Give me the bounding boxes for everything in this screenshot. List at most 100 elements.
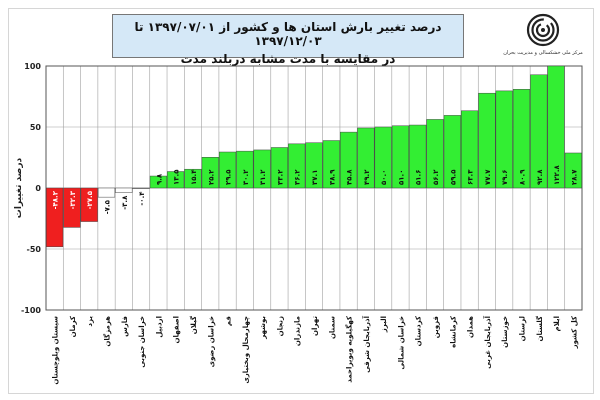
bar-value-label: ۵۰.۰ bbox=[380, 170, 388, 185]
x-category-label: ایلام bbox=[553, 316, 561, 331]
x-category-label: هرمزگان bbox=[103, 316, 112, 347]
x-category-label: آذربایجان غربی bbox=[483, 315, 492, 368]
bar-value-label: ۴۹.۲ bbox=[363, 169, 371, 185]
data-bar bbox=[63, 187, 81, 228]
data-bar bbox=[512, 89, 531, 189]
data-bar bbox=[149, 175, 167, 189]
bar-value-label: ۷۷.۷ bbox=[484, 169, 492, 185]
x-category-label: زنجان bbox=[276, 316, 284, 336]
x-category-label: خراسان رضوی bbox=[207, 316, 215, 367]
bar-value-label: -۳۲.۳ bbox=[69, 190, 77, 209]
bar-value-label: ۴۵.۸ bbox=[346, 169, 354, 185]
bar-value-label: ۳۳.۲ bbox=[276, 169, 284, 185]
x-category-label: یزد bbox=[86, 316, 94, 327]
x-category-label: گیلان bbox=[189, 315, 198, 334]
data-bar bbox=[236, 150, 254, 189]
bar-value-label: ۹.۸ bbox=[155, 173, 163, 185]
y-tick-label: 100 bbox=[24, 62, 41, 71]
bar-value-label: ۱۲۲.۸ bbox=[553, 165, 561, 185]
x-category-label: خراسان شمالی bbox=[397, 316, 405, 370]
x-category-label: فارس bbox=[121, 316, 129, 337]
data-bar bbox=[357, 127, 375, 189]
x-category-label: اردبیل bbox=[155, 316, 163, 338]
data-bar bbox=[305, 142, 323, 189]
y-tick-label: 50 bbox=[30, 123, 42, 132]
x-category-label: گلستان bbox=[535, 315, 544, 341]
bar-value-label: ۳۸.۹ bbox=[328, 169, 336, 185]
data-bar bbox=[253, 149, 271, 189]
bar-value-label: ۳۶.۲ bbox=[294, 169, 302, 185]
bar-value-label: -۴۸.۲ bbox=[52, 190, 60, 209]
data-bar bbox=[167, 171, 185, 189]
data-bar bbox=[97, 187, 116, 198]
x-category-label: مازندران bbox=[294, 316, 302, 346]
x-category-label: کل کشور bbox=[570, 315, 578, 349]
data-bar bbox=[547, 65, 565, 189]
bar-value-label: ۲۸.۷ bbox=[570, 169, 578, 185]
data-bar bbox=[218, 151, 237, 189]
chart-title: درصد تغییر بارش استان ها و کشور از ۱۳۹۷/… bbox=[134, 20, 442, 48]
data-bar bbox=[46, 187, 64, 248]
bar-value-label: ۳۱.۲ bbox=[259, 169, 267, 185]
x-category-label: قم bbox=[225, 316, 233, 326]
x-category-label: خوزستان bbox=[501, 316, 509, 348]
x-category-label: سمنان bbox=[328, 316, 336, 339]
x-category-label: آذربایجان شرقی bbox=[362, 315, 371, 372]
bar-value-label: -۲۷.۵ bbox=[86, 190, 94, 209]
bar-value-label: ۵۶.۲ bbox=[432, 169, 440, 185]
data-bar bbox=[80, 187, 98, 222]
data-bar bbox=[478, 92, 496, 189]
bar-value-label: -۰.۴ bbox=[138, 191, 146, 206]
y-tick-label: -100 bbox=[21, 306, 41, 315]
bar-value-label: ۹۲.۸ bbox=[536, 169, 544, 185]
data-bar bbox=[564, 152, 582, 189]
bar-value-label: ۳۷.۱ bbox=[311, 170, 319, 185]
y-axis-label: درصد تغییرات bbox=[14, 157, 24, 218]
x-category-label: کردستان bbox=[415, 315, 423, 346]
data-bar bbox=[115, 187, 133, 193]
x-category-label: البرز bbox=[380, 316, 388, 333]
data-bar bbox=[495, 90, 513, 189]
data-bar bbox=[426, 119, 444, 189]
bar-value-label: ۶۳.۳ bbox=[467, 169, 475, 185]
bar-value-label: ۱۳.۵ bbox=[173, 169, 181, 185]
bar-value-label: -۳.۸ bbox=[121, 195, 129, 210]
x-category-label: لرستان bbox=[518, 316, 526, 342]
x-category-label: بوشهر bbox=[259, 316, 267, 340]
y-tick-label: -50 bbox=[27, 245, 42, 254]
x-category-label: اصفهان bbox=[173, 316, 181, 343]
data-bar bbox=[461, 110, 479, 189]
x-category-label: چهارمحال وبختیاری bbox=[242, 316, 250, 384]
data-bar bbox=[201, 157, 219, 189]
chart-subtitle: در مقایسه با مدت مشابه دربلند مدت bbox=[180, 52, 396, 66]
chart-title-box: درصد تغییر بارش استان ها و کشور از ۱۳۹۷/… bbox=[112, 14, 464, 66]
bar-value-label: -۷.۵ bbox=[104, 199, 112, 214]
data-bar bbox=[443, 115, 461, 189]
x-category-label: کهگیلویه وبویراحمد bbox=[345, 315, 354, 383]
bar-value-label: ۵۱.۶ bbox=[415, 170, 423, 185]
bar-value-label: ۲۹.۵ bbox=[225, 169, 233, 185]
data-bar bbox=[374, 126, 392, 189]
data-bar bbox=[409, 124, 427, 189]
data-bar bbox=[391, 125, 410, 189]
data-bar bbox=[288, 143, 306, 189]
x-category-label: تهران bbox=[311, 316, 319, 336]
x-category-label: خراسان جنوبی bbox=[138, 316, 146, 368]
x-category-label: همدان bbox=[467, 316, 475, 338]
bar-value-label: ۲۵.۲ bbox=[207, 169, 215, 185]
spiral-logo-icon bbox=[526, 13, 560, 47]
bar-value-label: ۸۰.۹ bbox=[518, 169, 526, 185]
x-category-label: کرمان bbox=[69, 315, 77, 337]
bar-value-label: ۱۵.۴ bbox=[190, 169, 198, 185]
data-bar bbox=[184, 168, 202, 189]
x-category-label: کرمانشاه bbox=[449, 315, 457, 348]
bar-value-label: ۷۹.۶ bbox=[501, 170, 509, 185]
x-category-label: قزوین bbox=[432, 316, 440, 339]
y-tick-label: 0 bbox=[35, 184, 41, 193]
plot-area-border bbox=[45, 65, 583, 311]
data-bar bbox=[132, 187, 150, 189]
x-category-label: سیستان وبلوچستان bbox=[52, 316, 60, 385]
organization-logo: مرکز ملی خشکسالی و مدیریت بحران bbox=[498, 12, 588, 74]
data-bar bbox=[270, 147, 289, 189]
